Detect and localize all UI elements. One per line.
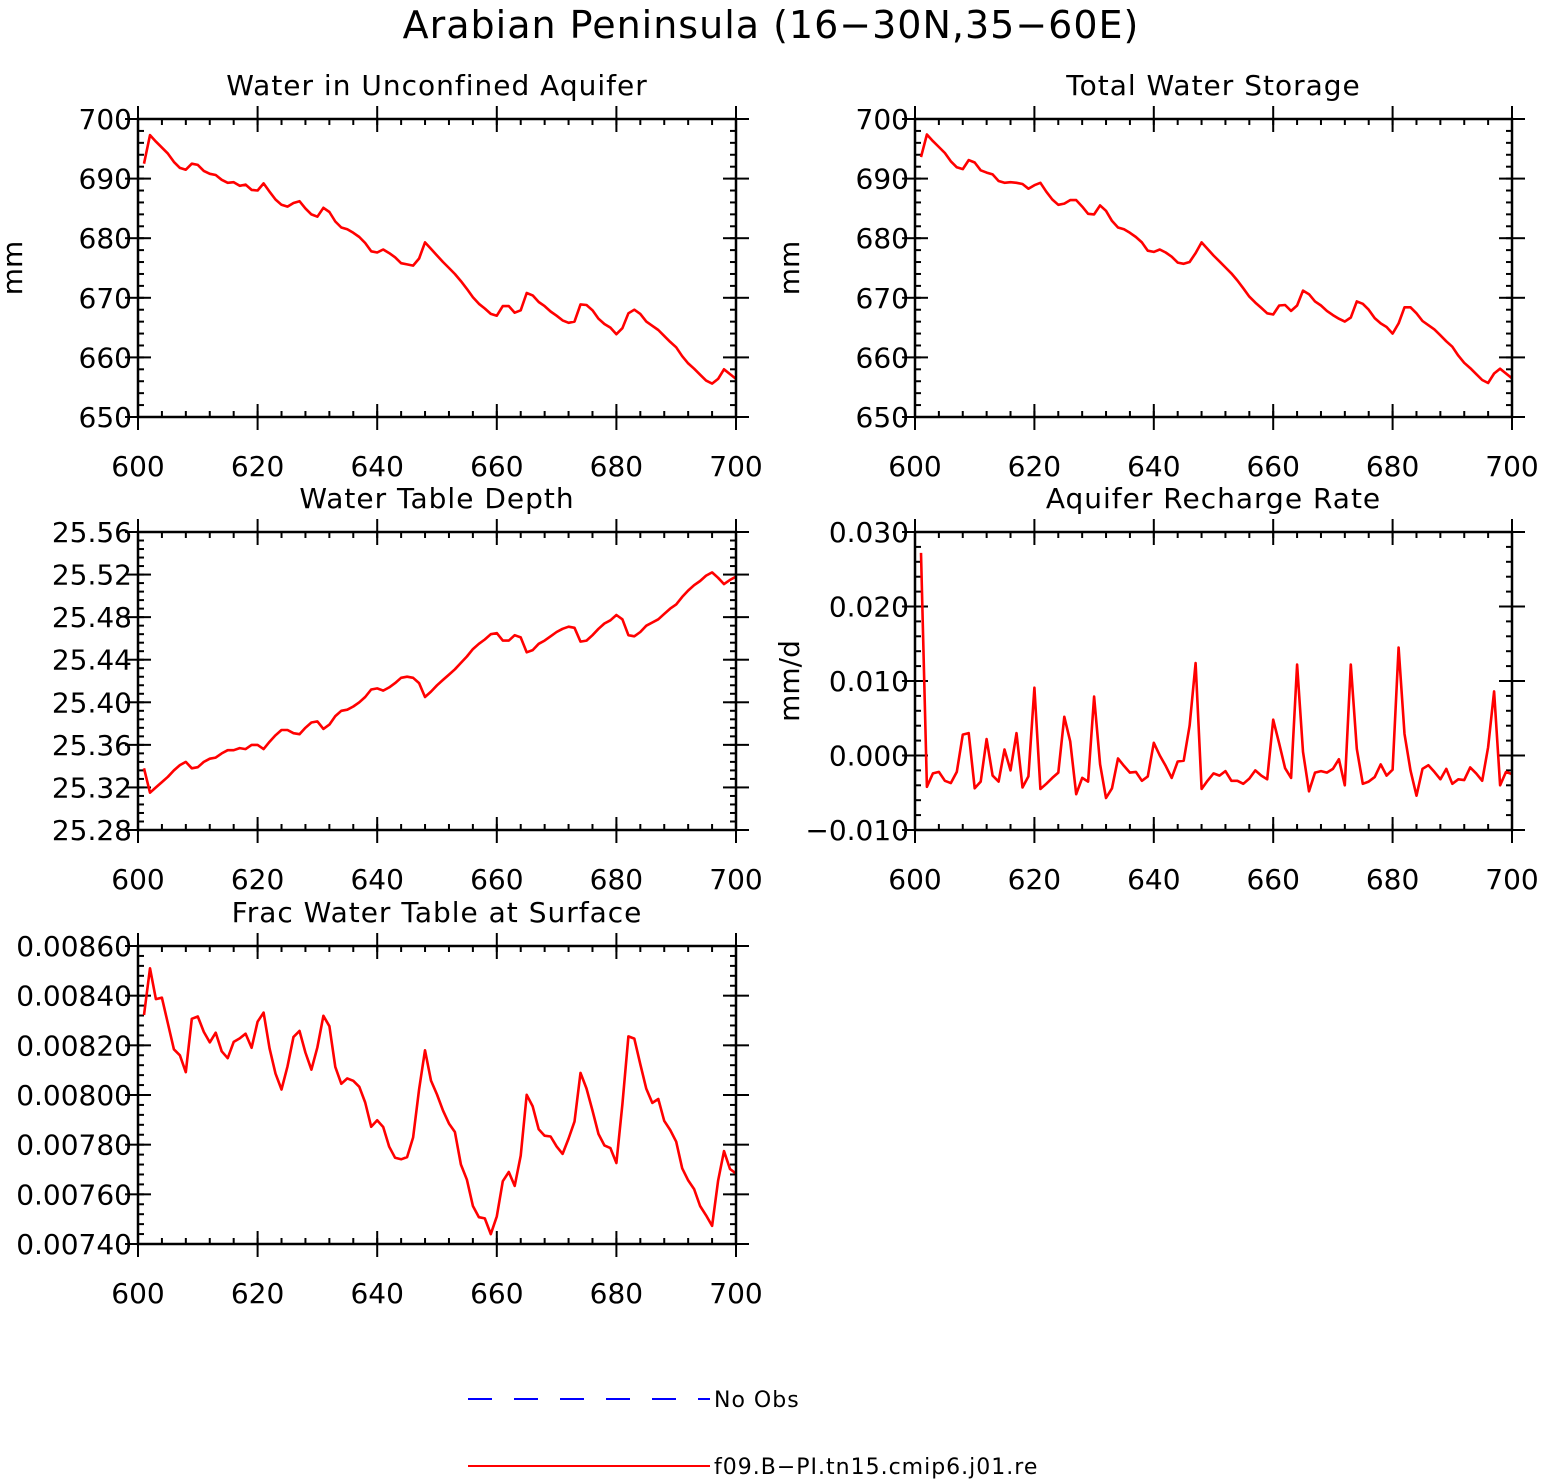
y-tick-label: 25.48 xyxy=(52,601,132,634)
x-tick-label: 640 xyxy=(350,863,403,896)
y-tick-label: 690 xyxy=(79,163,132,196)
y-tick-label: 25.44 xyxy=(52,644,132,677)
y-tick-label: −0.010 xyxy=(805,814,909,847)
y-tick-label: 0.00760 xyxy=(16,1178,132,1211)
x-tick-label: 680 xyxy=(1366,450,1419,483)
x-tick-label: 700 xyxy=(1485,863,1538,896)
plot-frame xyxy=(913,530,1514,832)
panel-title: Water in Unconfined Aquifer xyxy=(226,69,647,102)
panel-title: Frac Water Table at Surface xyxy=(232,896,643,929)
panel-total-water-storage: Total Water Storage mm 600 620 640 660 680 700 6… xyxy=(773,69,1539,483)
x-tick-label: 600 xyxy=(111,1277,164,1310)
panel-water-table-depth: Water Table Depth 600 620 640 660 680 700 25.28… xyxy=(52,482,763,896)
legend-no-obs-label: No Obs xyxy=(714,1388,800,1413)
y-tick-label: 700 xyxy=(856,103,909,136)
y-tick-label: 25.52 xyxy=(52,559,132,592)
y-tick-label: 680 xyxy=(79,222,132,255)
x-tick-label: 620 xyxy=(1008,863,1061,896)
legend: No Obs f09.B−PI.tn15.cmip6.j01.re xyxy=(468,1388,1038,1480)
x-tick-label: 700 xyxy=(709,450,762,483)
y-tick-label: 25.28 xyxy=(52,814,132,847)
y-axis-label: mm/d xyxy=(773,640,806,722)
y-tick-label: 25.56 xyxy=(52,516,132,549)
x-tick-label: 660 xyxy=(1246,450,1299,483)
y-tick-label: 25.36 xyxy=(52,729,132,762)
y-tick-label: 0.00780 xyxy=(16,1129,132,1162)
series-line-f09-b-pi-tn15-cmip6-j01-re xyxy=(142,133,737,385)
y-tick-label: 0.00840 xyxy=(16,980,132,1013)
x-tick-label: 640 xyxy=(350,1277,403,1310)
y-tick-label: 0.00740 xyxy=(16,1228,132,1261)
plot-frame xyxy=(136,944,738,1246)
x-tick-label: 600 xyxy=(111,863,164,896)
series-line-f09-b-pi-tn15-cmip6-j01-re xyxy=(142,571,737,795)
x-tick-label: 600 xyxy=(111,450,164,483)
series-line-f09-b-pi-tn15-cmip6-j01-re xyxy=(919,133,1513,385)
x-tick-label: 700 xyxy=(709,863,762,896)
y-tick-label: 25.40 xyxy=(52,686,132,719)
x-tick-label: 620 xyxy=(231,863,284,896)
x-tick-label: 640 xyxy=(350,450,403,483)
x-tick-label: 660 xyxy=(1246,863,1299,896)
x-tick-label: 660 xyxy=(470,450,523,483)
y-tick-label: 0.000 xyxy=(829,740,909,773)
x-tick-label: 660 xyxy=(470,863,523,896)
panel-title: Total Water Storage xyxy=(1065,69,1361,102)
x-tick-label: 680 xyxy=(590,1277,643,1310)
x-tick-label: 660 xyxy=(470,1277,523,1310)
y-tick-label: 25.32 xyxy=(52,771,132,804)
x-tick-label: 600 xyxy=(888,450,941,483)
y-tick-label: 650 xyxy=(79,401,132,434)
plot-frame xyxy=(913,117,1514,419)
y-tick-label: 660 xyxy=(79,341,132,374)
y-axis-label: mm xyxy=(0,241,29,296)
panel-frac-water-table-at-surface: Frac Water Table at Surface 600 620 640 660 6… xyxy=(16,896,763,1310)
x-tick-label: 620 xyxy=(231,450,284,483)
x-tick-label: 600 xyxy=(888,863,941,896)
y-tick-label: 680 xyxy=(856,222,909,255)
y-axis-label: mm xyxy=(773,241,806,296)
x-tick-label: 700 xyxy=(709,1277,762,1310)
y-tick-label: 0.030 xyxy=(829,516,909,549)
panel-title: Aquifer Recharge Rate xyxy=(1046,482,1381,515)
x-tick-label: 700 xyxy=(1485,450,1538,483)
plot-frame xyxy=(136,117,738,419)
y-tick-label: 670 xyxy=(856,282,909,315)
x-tick-label: 620 xyxy=(1008,450,1061,483)
panel-water-in-unconfined-aquifer: Water in Unconfined Aquifer mm 600 620 640 66… xyxy=(0,69,763,483)
panel-aquifer-recharge-rate: Aquifer Recharge Rate mm/d 600 620 640 660 680… xyxy=(773,482,1539,896)
y-tick-label: 0.00860 xyxy=(16,930,132,963)
x-tick-label: 680 xyxy=(1366,863,1419,896)
figure-title: Arabian Peninsula (16−30N,35−60E) xyxy=(403,3,1140,47)
y-tick-label: 650 xyxy=(856,401,909,434)
x-tick-label: 680 xyxy=(590,450,643,483)
y-tick-label: 0.00820 xyxy=(16,1029,132,1062)
y-tick-label: 0.010 xyxy=(829,665,909,698)
series-line-f09-b-pi-tn15-cmip6-j01-re xyxy=(919,552,1513,800)
y-tick-label: 690 xyxy=(856,163,909,196)
y-tick-label: 0.020 xyxy=(829,591,909,624)
legend-model-label: f09.B−PI.tn15.cmip6.j01.re xyxy=(714,1455,1038,1480)
series-line-f09-b-pi-tn15-cmip6-j01-re xyxy=(142,966,737,1236)
y-tick-label: 670 xyxy=(79,282,132,315)
x-tick-label: 640 xyxy=(1127,863,1180,896)
x-tick-label: 680 xyxy=(590,863,643,896)
panel-title: Water Table Depth xyxy=(299,482,574,515)
y-tick-label: 700 xyxy=(79,103,132,136)
plot-frame xyxy=(136,530,738,832)
x-tick-label: 640 xyxy=(1127,450,1180,483)
x-tick-label: 620 xyxy=(231,1277,284,1310)
y-tick-label: 660 xyxy=(856,341,909,374)
y-tick-label: 0.00800 xyxy=(16,1079,132,1112)
